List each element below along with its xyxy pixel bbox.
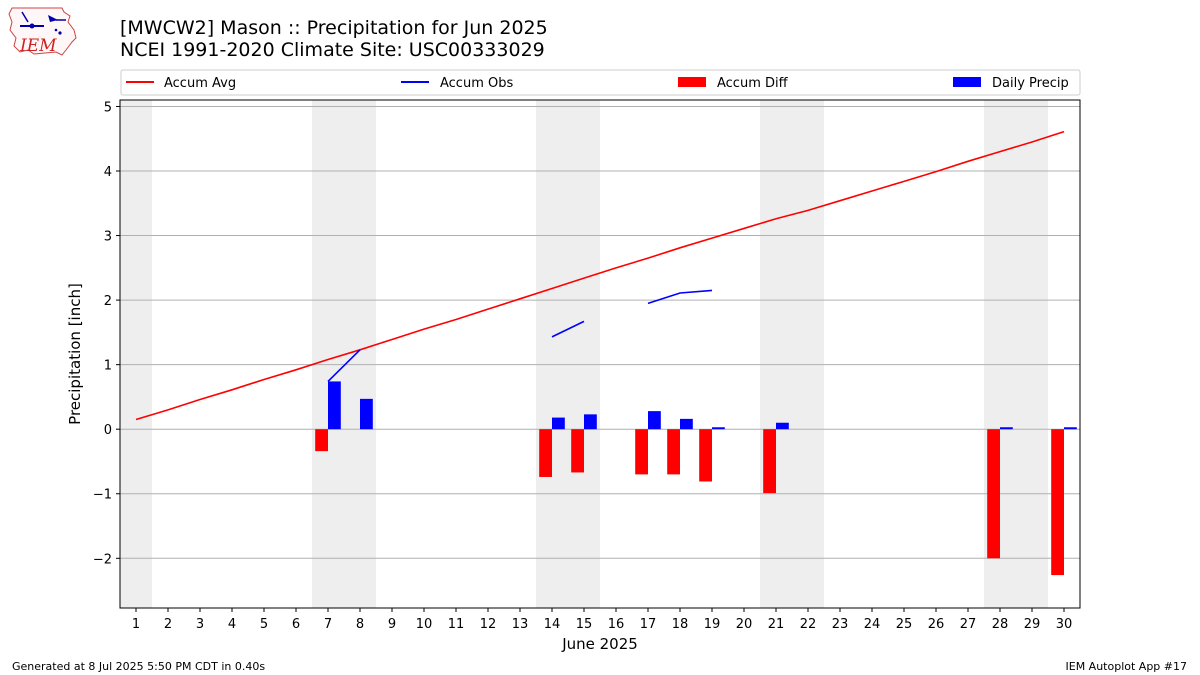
x-tick-label: 23: [832, 617, 849, 632]
daily-precip-bar: [552, 417, 565, 430]
x-tick-label: 13: [512, 617, 529, 632]
daily-precip-bar: [1064, 427, 1077, 430]
accum-diff-bar: [667, 429, 680, 475]
x-tick-label: 10: [416, 617, 433, 632]
weekend-band: [120, 100, 152, 608]
legend-label-daily-precip: Daily Precip: [992, 76, 1069, 91]
daily-precip-bar: [712, 427, 725, 430]
accum-obs-line: [647, 289, 713, 305]
weekend-bands: [120, 100, 1048, 608]
x-tick-label: 26: [928, 617, 945, 632]
legend-item-accum-avg: Accum Avg: [126, 76, 236, 91]
y-tick-label: 5: [104, 100, 112, 115]
y-tick-label: 3: [104, 230, 112, 245]
chart-title: [MWCW2] Mason :: Precipitation for Jun 2…: [120, 17, 548, 39]
x-tick-label: 3: [196, 617, 204, 632]
x-tick-label: 28: [992, 617, 1009, 632]
y-tick-label: 4: [104, 165, 112, 180]
accum-diff-bar: [571, 429, 584, 473]
accum-diff-bar: [699, 429, 712, 482]
accum-diff-bar: [315, 429, 328, 452]
y-axis-ticks: −2 −1 0 1 2 3 4 5: [93, 100, 120, 567]
x-tick-label: 2: [164, 617, 172, 632]
x-tick-label: 15: [576, 617, 593, 632]
y-tick-label: 1: [104, 359, 112, 374]
x-tick-label: 14: [544, 617, 561, 632]
accum-obs-line: [551, 320, 585, 338]
chart-subtitle: NCEI 1991-2020 Climate Site: USC00333029: [120, 39, 545, 61]
accum-diff-bar: [1051, 429, 1064, 576]
x-tick-label: 12: [480, 617, 497, 632]
x-tick-label: 21: [768, 617, 785, 632]
x-tick-label: 22: [800, 617, 817, 632]
y-tick-label: −1: [93, 488, 112, 503]
app-credit: IEM Autoplot App #17: [1065, 660, 1188, 673]
logo-text: IEM: [19, 36, 57, 56]
series-lines: [135, 130, 1065, 421]
legend: Accum Avg Accum Obs Accum Diff Daily Pre…: [120, 69, 1081, 96]
legend-item-accum-obs: Accum Obs: [401, 76, 513, 91]
x-tick-label: 8: [356, 617, 364, 632]
weekend-band: [760, 100, 824, 608]
plot-frame: [119, 99, 1081, 609]
accum-diff-bars: [315, 429, 1064, 576]
daily-precip-bar: [776, 422, 789, 430]
x-tick-label: 5: [260, 617, 268, 632]
y-tick-label: 0: [104, 423, 112, 438]
x-tick-label: 19: [704, 617, 721, 632]
x-tick-label: 25: [896, 617, 913, 632]
x-tick-label: 20: [736, 617, 753, 632]
x-tick-label: 4: [228, 617, 236, 632]
legend-label-accum-obs: Accum Obs: [440, 76, 513, 91]
x-tick-label: 6: [292, 617, 300, 632]
daily-precip-bar: [328, 381, 341, 430]
daily-precip-bars: [328, 381, 1077, 430]
accum-diff-bar: [987, 429, 1000, 559]
daily-precip-bar: [680, 418, 693, 430]
x-tick-label: 17: [640, 617, 657, 632]
x-tick-label: 7: [324, 617, 332, 632]
x-tick-label: 16: [608, 617, 625, 632]
accum-diff-bar: [539, 429, 552, 477]
legend-label-accum-diff: Accum Diff: [717, 76, 789, 91]
x-tick-label: 18: [672, 617, 689, 632]
accum-diff-bar: [635, 429, 648, 475]
grid-lines: [120, 105, 1080, 559]
daily-precip-bar: [360, 398, 373, 430]
y-tick-label: −2: [93, 552, 112, 567]
y-tick-label: 2: [104, 294, 112, 309]
generated-timestamp: Generated at 8 Jul 2025 5:50 PM CDT in 0…: [12, 660, 266, 673]
accum-obs-line: [327, 349, 361, 383]
x-axis-ticks: 1 2 3 4 5 6 7 8 9 10 11 12 13 14 15 16 17 18 19 20 21 22 23 24 2…: [132, 608, 1072, 632]
x-axis-label: June 2025: [561, 635, 638, 653]
daily-precip-bar: [648, 411, 661, 430]
legend-item-accum-diff: Accum Diff: [678, 76, 789, 91]
y-axis-label: Precipitation [inch]: [66, 283, 84, 425]
x-tick-label: 30: [1056, 617, 1073, 632]
legend-label-accum-avg: Accum Avg: [164, 76, 236, 91]
x-tick-label: 11: [448, 617, 465, 632]
legend-item-daily-precip: Daily Precip: [953, 76, 1069, 91]
accum-avg-line: [135, 130, 1065, 421]
x-tick-label: 24: [864, 617, 881, 632]
accum-diff-bar: [763, 429, 776, 494]
iem-logo: IEM: [8, 7, 77, 56]
x-tick-label: 1: [132, 617, 140, 632]
x-tick-label: 27: [960, 617, 977, 632]
x-tick-label: 9: [388, 617, 396, 632]
daily-precip-bar: [1000, 427, 1013, 430]
daily-precip-bar: [584, 414, 597, 430]
x-tick-label: 29: [1024, 617, 1041, 632]
weekend-band: [536, 100, 600, 608]
